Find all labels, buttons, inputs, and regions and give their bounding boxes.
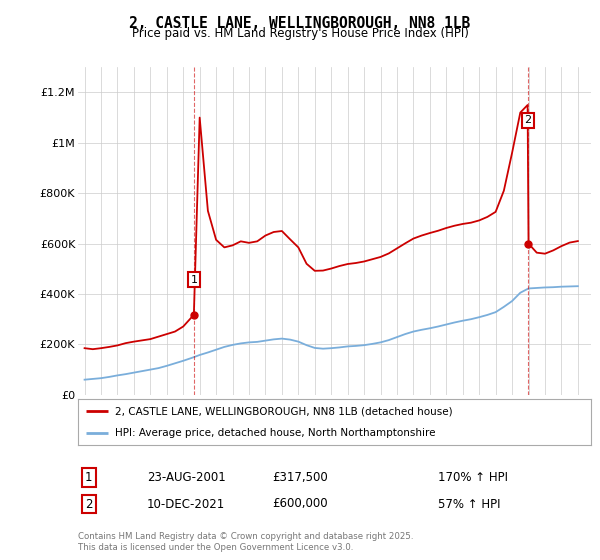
Text: £317,500: £317,500	[272, 470, 328, 484]
Text: 23-AUG-2001: 23-AUG-2001	[147, 470, 226, 484]
Text: Price paid vs. HM Land Registry's House Price Index (HPI): Price paid vs. HM Land Registry's House …	[131, 27, 469, 40]
Text: 2, CASTLE LANE, WELLINGBOROUGH, NN8 1LB: 2, CASTLE LANE, WELLINGBOROUGH, NN8 1LB	[130, 16, 470, 31]
Text: 10-DEC-2021: 10-DEC-2021	[147, 497, 225, 511]
Text: 1: 1	[190, 274, 197, 284]
Text: HPI: Average price, detached house, North Northamptonshire: HPI: Average price, detached house, Nort…	[115, 428, 436, 438]
Text: 170% ↑ HPI: 170% ↑ HPI	[438, 470, 508, 484]
Text: 2: 2	[524, 115, 531, 125]
Text: 57% ↑ HPI: 57% ↑ HPI	[438, 497, 500, 511]
Text: 2, CASTLE LANE, WELLINGBOROUGH, NN8 1LB (detached house): 2, CASTLE LANE, WELLINGBOROUGH, NN8 1LB …	[115, 406, 452, 416]
Text: £600,000: £600,000	[272, 497, 328, 511]
Text: 2: 2	[85, 497, 92, 511]
Text: 1: 1	[85, 470, 92, 484]
Text: Contains HM Land Registry data © Crown copyright and database right 2025.
This d: Contains HM Land Registry data © Crown c…	[78, 532, 413, 552]
